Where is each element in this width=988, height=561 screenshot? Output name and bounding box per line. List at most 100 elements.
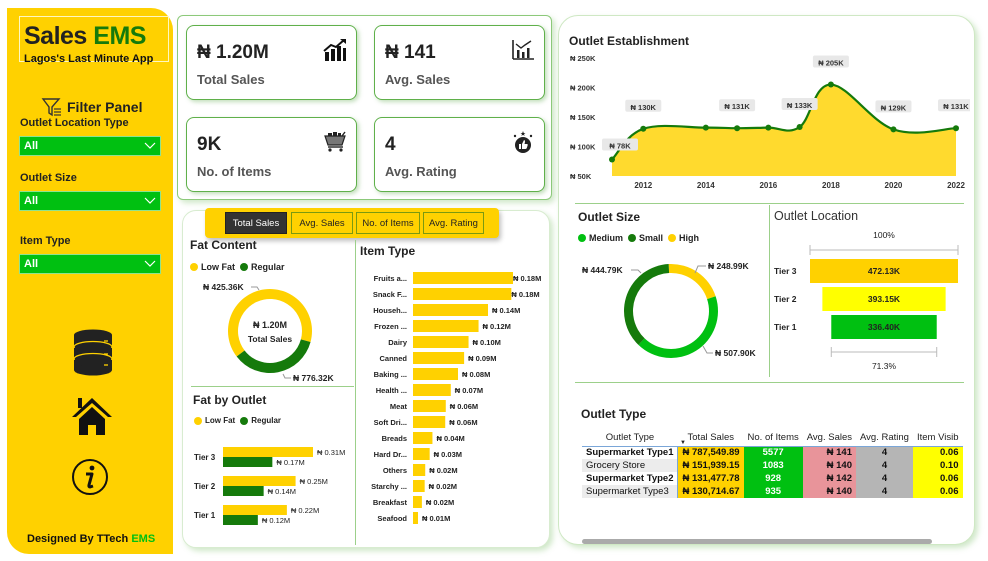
table-row[interactable]: Supermarket Type2 ₦ 131,477.78 928 ₦ 142 4 0.… <box>582 472 963 485</box>
outlet-type-title: Outlet Type <box>581 407 647 421</box>
table-row[interactable]: Supermarket Type1 ₦ 787,549.89 5577 ₦ 141 4 0… <box>582 446 963 459</box>
table-cell: ₦ 140 <box>802 485 856 498</box>
column-header[interactable]: Avg. Sales <box>806 432 852 444</box>
tab-total-sales[interactable]: Total Sales <box>225 212 287 234</box>
tab-avg-rating[interactable]: Avg. Rating <box>423 212 484 234</box>
y-tick-label: ₦ 100K <box>570 143 596 152</box>
data-point <box>827 81 834 88</box>
legend-label: Medium <box>589 233 624 243</box>
data-label-bg <box>938 99 970 112</box>
bar-value-label: ₦ 0.07M <box>455 386 483 395</box>
x-tick-label: 2016 <box>759 181 777 190</box>
donut-center-value: ₦ 1.20M <box>253 320 287 330</box>
designed-by-name: TTech <box>96 533 129 545</box>
column-header[interactable]: Outlet Type <box>605 432 655 444</box>
category-label: Health ... <box>376 386 407 395</box>
bar-value-label: ₦ 0.08M <box>462 370 490 379</box>
fat-by-outlet-chart: Tier 3 ₦ 0.31M ₦ 0.17M Tier 2 ₦ 0.25M ₦ 0.14M… <box>194 447 345 525</box>
table-cell: 5577 <box>743 446 803 459</box>
filter-select-size[interactable]: All <box>19 191 161 211</box>
bar-value-label: ₦ 0.18M <box>513 274 541 283</box>
bar-value-label: ₦ 0.31M <box>317 448 345 457</box>
bar-value-label: ₦ 0.02M <box>429 466 457 475</box>
bar-value-label: ₦ 0.09M <box>468 354 496 363</box>
funnel-bar-label: 472.13K <box>868 266 901 276</box>
column-header-sorted[interactable]: Total Sales ▼ <box>678 430 744 446</box>
column-header[interactable]: No. of Items <box>747 432 799 444</box>
table-row[interactable]: Grocery Store ₦ 151,939.15 1083 ₦ 140 4 0.10 <box>582 459 963 472</box>
data-label: ₦ 131K <box>724 102 750 111</box>
tab-avg-sales[interactable]: Avg. Sales <box>291 212 353 234</box>
slice-label-high: ₦ 248.99K <box>708 261 749 271</box>
kpi-card-total-sales: ₦ 1.20M Total Sales <box>186 25 357 100</box>
data-label: ₦ 133K <box>787 101 813 110</box>
designed-by-suffix: EMS <box>128 533 156 545</box>
bar-value-label: ₦ 0.06M <box>449 418 477 427</box>
table-cell: ₦ 140 <box>802 459 856 472</box>
filter-select-location[interactable]: All <box>19 136 161 156</box>
home-icon[interactable] <box>71 396 113 436</box>
table-cell: 4 <box>856 485 913 498</box>
category-label: Breakfast <box>373 498 408 507</box>
column-header[interactable]: Avg. Rating <box>860 432 909 444</box>
table-cell: ₦ 131,477.78 <box>677 472 744 485</box>
data-label-bg <box>602 138 638 151</box>
kpi-card-avg-sales: ₦ 141 Avg. Sales <box>374 25 545 100</box>
category-label: Canned <box>379 354 407 363</box>
bar <box>413 384 451 396</box>
table-cell: 0.06 <box>912 472 963 485</box>
info-icon[interactable] <box>71 458 109 496</box>
x-tick-label: 2020 <box>885 181 903 190</box>
legend-dot-medium <box>578 234 586 242</box>
kpi-card-items: 9K No. of Items <box>186 117 357 192</box>
sidebar: Sales EMS Lagos's Last Minute App Filter… <box>7 8 173 554</box>
x-tick-label: 2018 <box>822 181 840 190</box>
legend-label: Low Fat <box>201 262 235 272</box>
data-label: ₦ 130K <box>631 103 657 112</box>
legend-dot-regular <box>240 263 248 271</box>
item-type-title: Item Type <box>360 244 416 258</box>
y-tick-label: ₦ 150K <box>570 113 596 122</box>
sort-desc-icon: ▼ <box>679 440 686 446</box>
y-tick-label: ₦ 200K <box>570 84 596 93</box>
database-icon[interactable] <box>73 329 113 377</box>
divider <box>191 386 354 387</box>
funnel-bar-label: 336.40K <box>868 322 901 332</box>
column-header[interactable]: Item Visib <box>916 432 959 444</box>
funnel-bottom-percent: 71.3% <box>872 361 897 371</box>
table-cell: 4 <box>856 446 913 459</box>
horizontal-scrollbar[interactable] <box>582 539 932 544</box>
fat-content-title: Fat Content <box>190 238 257 252</box>
filter-label-item-type: Item Type <box>20 235 71 247</box>
growth-chart-icon <box>323 39 346 61</box>
bar-value-label: ₦ 0.17M <box>276 458 304 467</box>
legend-dot-low-fat <box>194 416 202 425</box>
donut-center-label: Total Sales <box>248 334 293 344</box>
thumbs-up-rating-icon <box>513 131 533 153</box>
bar-value-label: ₦ 0.10M <box>473 338 501 347</box>
bar <box>413 400 446 412</box>
funnel-bar <box>831 315 937 339</box>
series-line <box>611 83 957 161</box>
data-point <box>609 156 615 163</box>
data-point <box>765 124 772 131</box>
category-label: Fruits a... <box>374 274 407 283</box>
donut-slice <box>236 339 311 373</box>
data-point <box>640 125 647 132</box>
donut-slice <box>228 289 312 357</box>
table-cell: 0.10 <box>912 459 963 472</box>
bar <box>413 448 430 460</box>
table-row[interactable]: Supermarket Type3 ₦ 130,714.67 935 ₦ 140 4 0.… <box>582 485 963 498</box>
data-point <box>734 125 741 132</box>
app-title-accent: EMS <box>93 22 146 50</box>
bar-value-label: ₦ 0.25M <box>300 477 328 486</box>
bar-value-label: ₦ 0.14M <box>492 306 520 315</box>
funnel-top-percent: 100% <box>873 230 895 240</box>
app-title-main: Sales <box>24 22 87 50</box>
filter-select-item-type[interactable]: All <box>19 254 161 274</box>
tab-no-of-items[interactable]: No. of Items <box>356 212 420 234</box>
bar <box>413 272 513 284</box>
category-label: Tier 1 <box>774 322 797 332</box>
category-label: Hard Dr... <box>374 450 407 459</box>
divider <box>575 382 964 383</box>
